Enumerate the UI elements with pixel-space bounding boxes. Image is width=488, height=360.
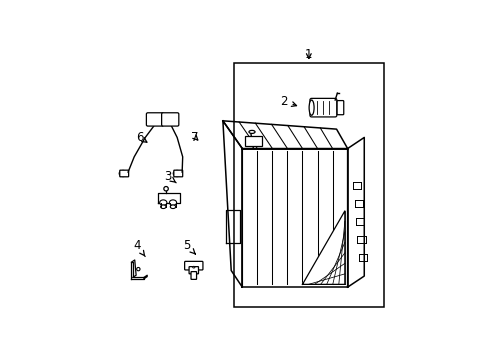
Polygon shape (347, 138, 364, 287)
Ellipse shape (173, 170, 181, 176)
Ellipse shape (308, 100, 313, 115)
Ellipse shape (177, 171, 181, 176)
Polygon shape (223, 121, 347, 149)
Text: 6: 6 (136, 131, 147, 144)
Ellipse shape (169, 200, 176, 205)
Ellipse shape (163, 186, 168, 191)
Polygon shape (143, 275, 147, 279)
Text: 5: 5 (183, 239, 195, 254)
Bar (233, 63, 383, 307)
FancyBboxPatch shape (162, 113, 179, 126)
Polygon shape (131, 260, 136, 278)
FancyBboxPatch shape (173, 170, 183, 177)
Text: 2: 2 (280, 95, 296, 108)
Ellipse shape (160, 200, 166, 205)
Polygon shape (223, 121, 242, 287)
Text: 1: 1 (305, 48, 312, 61)
Text: 7: 7 (191, 131, 199, 144)
FancyBboxPatch shape (309, 98, 336, 117)
Polygon shape (158, 193, 180, 203)
Polygon shape (302, 211, 344, 284)
FancyBboxPatch shape (146, 113, 163, 126)
Ellipse shape (248, 130, 255, 134)
FancyBboxPatch shape (191, 271, 196, 279)
Ellipse shape (137, 267, 140, 271)
Ellipse shape (192, 266, 195, 268)
Polygon shape (225, 210, 239, 243)
FancyBboxPatch shape (189, 267, 198, 274)
Ellipse shape (119, 170, 127, 176)
Ellipse shape (170, 205, 175, 208)
FancyBboxPatch shape (120, 170, 128, 177)
Polygon shape (131, 262, 143, 279)
Ellipse shape (160, 205, 165, 208)
Bar (244, 136, 261, 146)
Text: 4: 4 (133, 239, 145, 256)
FancyBboxPatch shape (336, 100, 343, 115)
Polygon shape (242, 149, 347, 287)
FancyBboxPatch shape (184, 261, 203, 270)
Text: 3: 3 (163, 170, 176, 183)
Ellipse shape (123, 171, 127, 176)
